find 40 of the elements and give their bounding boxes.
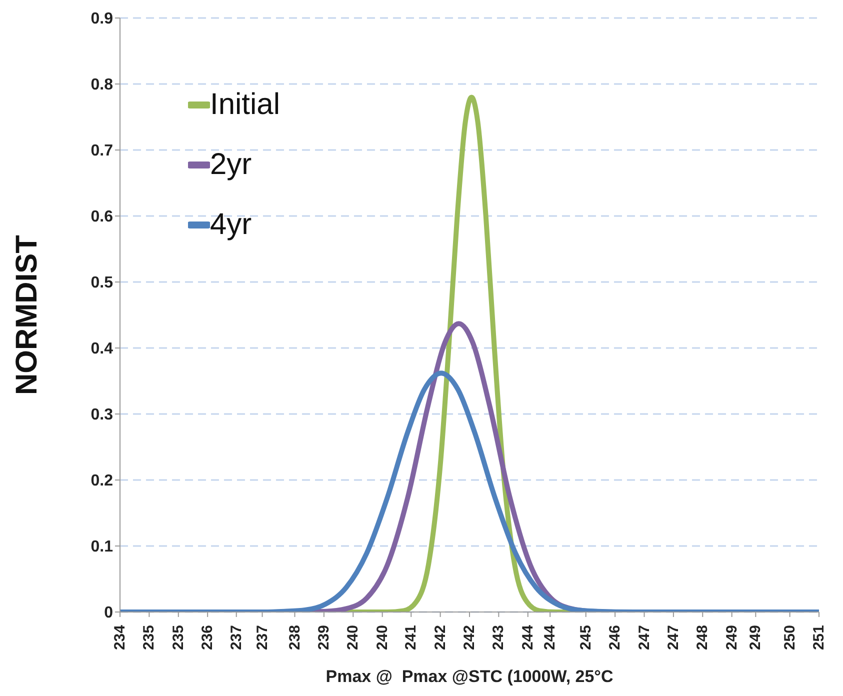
x-tick-label: 249: [747, 625, 764, 650]
y-tick-label: 0.3: [90, 406, 114, 424]
legend-label: 2yr: [210, 148, 252, 182]
x-tick-label: 238: [286, 625, 304, 650]
y-tick-label: 0.9: [90, 10, 114, 28]
x-tick-label: 246: [606, 625, 624, 650]
x-tick-label: 237: [254, 625, 271, 650]
x-tick-label: 234: [112, 624, 128, 650]
x-tick-label: 248: [694, 625, 712, 650]
x-tick-label: 244: [519, 624, 536, 650]
x-tick-label: 251: [810, 625, 828, 650]
x-tick-label: 239: [315, 625, 332, 650]
x-tick-label: 243: [490, 625, 508, 650]
x-tick-label: 235: [140, 625, 158, 650]
y-tick-label: 0: [104, 604, 114, 622]
y-tick-label: 0.5: [90, 274, 114, 292]
x-tick-label: 250: [781, 625, 798, 650]
y-tick-label: 0.4: [90, 340, 114, 358]
y-tick-label: 0.8: [90, 76, 114, 94]
y-tick-label: 0.6: [90, 208, 114, 226]
legend-label: 4yr: [210, 208, 252, 242]
x-tick-label: 242: [461, 625, 478, 650]
x-tick-label: 241: [402, 625, 420, 650]
y-tick-label: 0.1: [90, 538, 114, 556]
x-tick-label: 240: [344, 625, 362, 650]
x-tick-label: 244: [542, 624, 559, 650]
x-tick-label: 235: [170, 625, 187, 650]
y-tick-label: 0.2: [90, 472, 114, 490]
x-tick-label: 242: [432, 625, 449, 650]
x-axis-title: Pmax @ Pmax @STC (1000W, 25°C: [326, 667, 614, 686]
x-tick-label: 236: [199, 625, 216, 650]
x-tick-label: 249: [723, 625, 740, 650]
y-axis-title: NORMDIST: [10, 235, 44, 395]
x-tick-label: 240: [374, 625, 391, 650]
x-tick-label: 237: [228, 625, 245, 650]
x-tick-label: 247: [664, 625, 682, 650]
x-tick-label: 245: [577, 625, 594, 650]
x-tick-label: 247: [636, 625, 653, 650]
legend-label: Initial: [210, 88, 280, 122]
y-tick-label: 0.7: [90, 142, 114, 160]
